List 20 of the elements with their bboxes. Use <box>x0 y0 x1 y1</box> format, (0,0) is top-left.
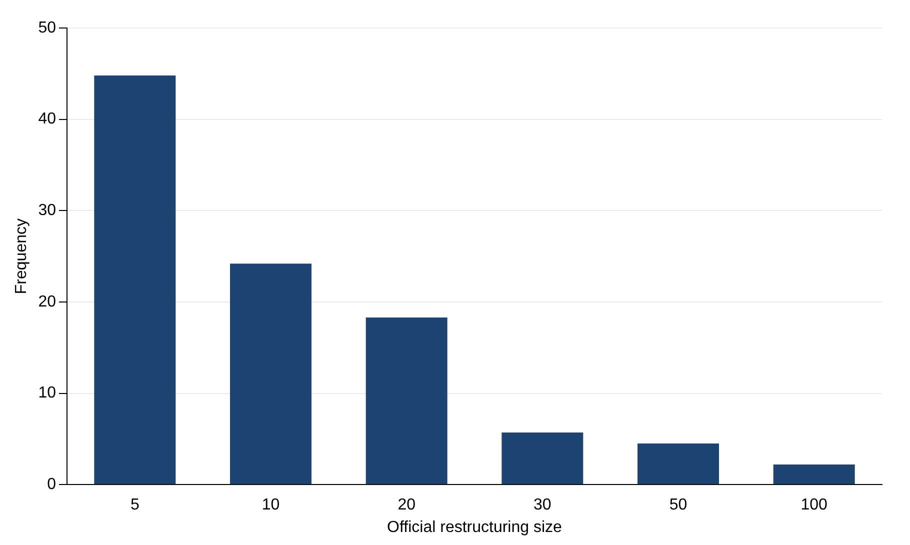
y-tick-label: 50 <box>38 19 56 36</box>
bar <box>773 464 855 484</box>
bar <box>638 444 719 484</box>
y-tick-label: 0 <box>47 476 56 494</box>
bar <box>230 264 312 484</box>
x-tick-label: 100 <box>800 496 828 514</box>
y-tick-label: 40 <box>38 110 56 128</box>
y-tick-label: 30 <box>38 202 56 220</box>
x-tick-label: 10 <box>262 496 280 514</box>
bar <box>502 432 584 484</box>
x-tick-label: 30 <box>534 496 552 514</box>
y-tick-label: 20 <box>38 293 56 310</box>
bar <box>366 317 448 484</box>
y-axis-title: Frequency <box>13 218 30 294</box>
bar <box>94 75 176 484</box>
x-axis-title: Official restructuring size <box>387 518 562 536</box>
y-tick-label: 10 <box>38 384 56 402</box>
x-tick-label: 50 <box>669 496 688 514</box>
x-tick-label: 5 <box>130 496 140 514</box>
x-tick-label: 20 <box>398 496 416 514</box>
